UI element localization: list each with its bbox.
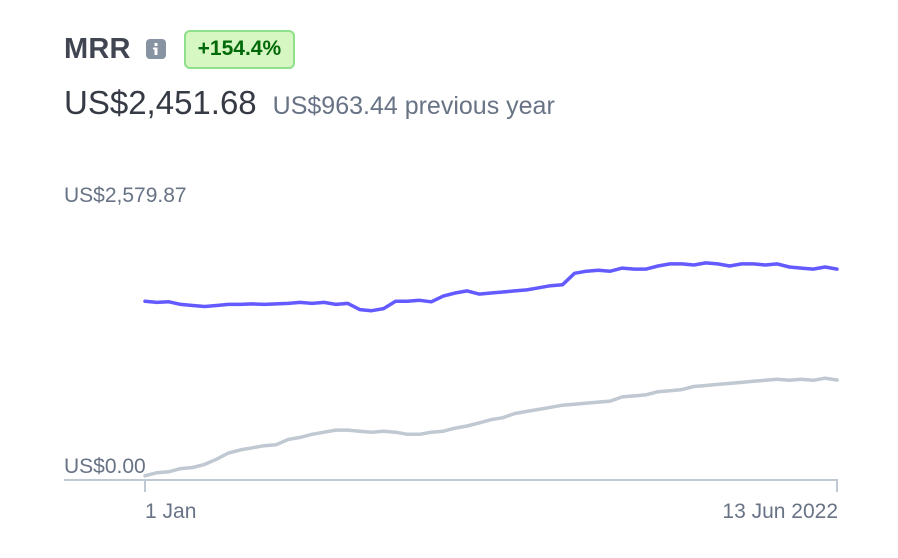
metric-title: MRR <box>64 32 131 65</box>
x-axis-end-label: 13 Jun 2022 <box>722 500 838 523</box>
x-axis-start-label: 1 Jan <box>145 500 196 523</box>
previous-year-series-line <box>143 376 839 478</box>
previous-value: US$963.44 previous year <box>272 92 555 120</box>
current-series-line <box>143 261 839 313</box>
y-axis-bottom-label: US$0.00 <box>64 455 146 478</box>
value-row: US$2,451.68 US$963.44 previous year <box>64 84 555 122</box>
info-icon[interactable] <box>145 39 166 59</box>
series-layer <box>143 261 839 478</box>
metric-header: MRR +154.4% <box>64 29 296 69</box>
y-axis-top-label: US$2,579.87 <box>64 184 187 207</box>
current-value: US$2,451.68 <box>64 84 257 121</box>
change-badge: +154.4% <box>183 29 296 69</box>
